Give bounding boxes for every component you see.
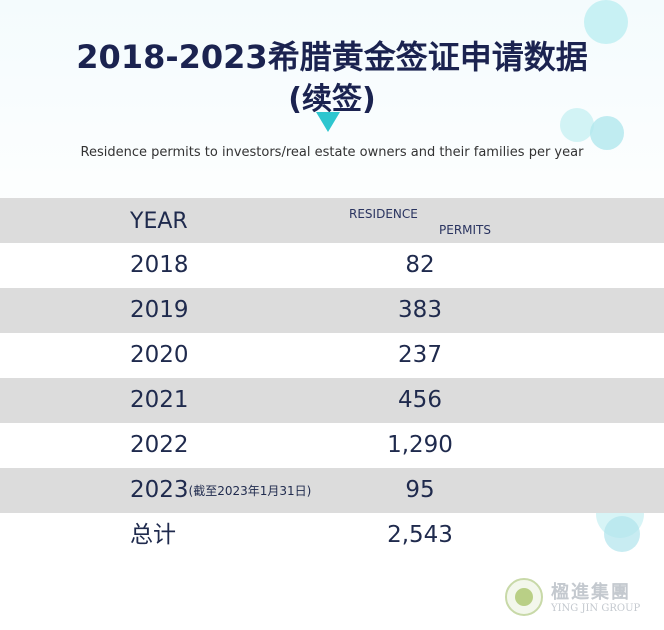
logo-name-cn: 楹進集團 xyxy=(551,582,631,603)
header-year: YEAR xyxy=(130,209,188,234)
company-logo: 楹進集團 YING JIN GROUP xyxy=(505,576,664,626)
table-row: 2021 456 xyxy=(0,378,664,423)
table-header-row: YEAR RESIDENCE PERMITS xyxy=(0,198,664,243)
table-row: 2022 1,290 xyxy=(0,423,664,468)
decorative-bubble xyxy=(560,108,594,142)
subtitle: Residence permits to investors/real esta… xyxy=(80,145,584,160)
row-year: 2022 xyxy=(130,432,189,458)
logo-name-en: YING JIN GROUP xyxy=(551,603,641,614)
down-triangle-icon xyxy=(316,112,340,132)
decorative-bubble xyxy=(590,116,624,150)
table-row: 2019 383 xyxy=(0,288,664,333)
row-year: 2019 xyxy=(130,297,189,323)
page-title-suffix: (续签) xyxy=(288,82,376,117)
total-label: 总计 xyxy=(130,522,176,548)
row-permits: 456 xyxy=(398,387,442,413)
table-total-row: 总计 2,543 xyxy=(0,513,664,558)
table-row: 2023(截至2023年1月31日) 95 xyxy=(0,468,664,513)
table-row: 2018 82 xyxy=(0,243,664,288)
header-permits-line2: PERMITS xyxy=(439,223,491,237)
row-permits: 95 xyxy=(405,477,435,503)
row-year: 2021 xyxy=(130,387,189,413)
row-year: 2020 xyxy=(130,342,189,368)
decorative-bubble xyxy=(604,516,640,552)
row-year: 2023(截至2023年1月31日) xyxy=(130,477,312,503)
row-permits: 383 xyxy=(398,297,442,323)
row-note: (截至2023年1月31日) xyxy=(188,484,312,498)
decorative-bubble xyxy=(584,0,628,44)
row-permits: 237 xyxy=(398,342,442,368)
permits-table: YEAR RESIDENCE PERMITS 2018 82 2019 383 … xyxy=(0,198,664,558)
row-year: 2018 xyxy=(130,252,189,278)
logo-emblem-icon xyxy=(505,578,543,616)
row-permits: 1,290 xyxy=(387,432,453,458)
page-title: 2018-2023希腊黄金签证申请数据 xyxy=(76,38,588,76)
header-permits-line1: RESIDENCE xyxy=(349,207,418,221)
row-permits: 82 xyxy=(405,252,435,278)
table-row: 2020 237 xyxy=(0,333,664,378)
total-permits: 2,543 xyxy=(387,522,453,548)
